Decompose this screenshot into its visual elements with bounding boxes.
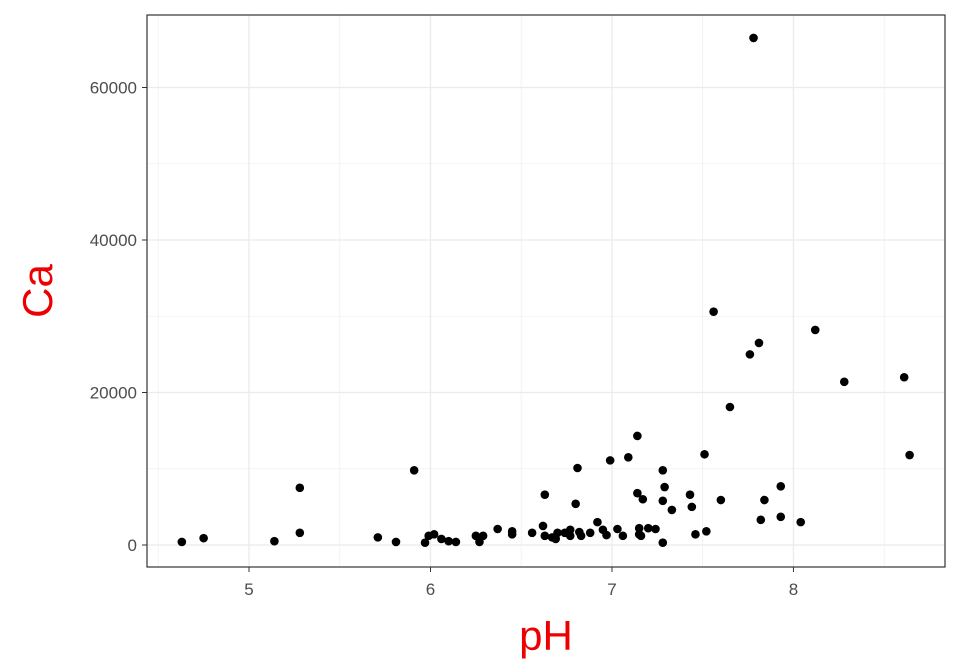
point [796,517,806,527]
point [576,531,586,541]
point [754,338,764,348]
point [745,350,755,359]
x-tick-label: 7 [607,580,616,599]
point [651,524,660,534]
point [685,490,695,499]
point [624,453,633,462]
point [776,512,786,522]
point [760,495,769,505]
point [565,531,575,541]
point [634,523,644,533]
point [602,530,611,540]
y-tick-label: 0 [128,536,137,555]
point [507,530,517,539]
point [585,528,595,538]
point [478,531,488,541]
point [199,533,208,543]
point [613,524,622,534]
point [905,450,914,460]
point [571,499,580,509]
point [839,377,849,387]
point [643,523,653,533]
point [660,482,669,492]
y-tick-label: 60000 [90,78,137,97]
point [899,372,909,382]
point [618,531,628,541]
point [540,490,550,499]
x-tick-label: 6 [426,580,435,599]
point [633,431,642,441]
point [538,521,548,531]
point [667,505,677,515]
point [565,525,575,535]
point [636,531,646,541]
point [593,517,602,527]
point [702,526,711,536]
point [725,402,735,412]
point [540,531,550,541]
point [709,307,718,316]
point [633,488,642,498]
point [295,483,305,493]
point [716,495,726,505]
panel-border [146,14,946,568]
point [658,496,668,506]
point [451,537,461,547]
x-tick-label: 8 [789,580,798,599]
point [391,537,401,547]
point [493,524,502,534]
x-axis-title: pH [519,612,573,659]
point [444,536,453,546]
point [638,494,648,504]
point [700,449,709,459]
point [756,515,766,525]
point [691,530,700,539]
point [810,325,820,335]
point [658,538,668,548]
point [527,528,537,538]
point [658,465,668,475]
panel-background [147,15,945,567]
point [687,502,697,512]
y-axis-title: Ca [14,264,61,318]
point [270,536,279,546]
point [553,528,562,538]
y-tick-label: 20000 [90,384,137,403]
point [429,530,439,539]
point [295,528,305,538]
point [437,534,446,544]
y-tick-label: 40000 [90,231,137,250]
point [373,533,383,542]
x-tick-label: 5 [244,580,253,599]
point [573,463,582,473]
point [776,481,786,491]
point [177,537,187,547]
point [420,538,430,548]
point [409,465,419,475]
point [749,33,758,43]
point [605,456,615,465]
